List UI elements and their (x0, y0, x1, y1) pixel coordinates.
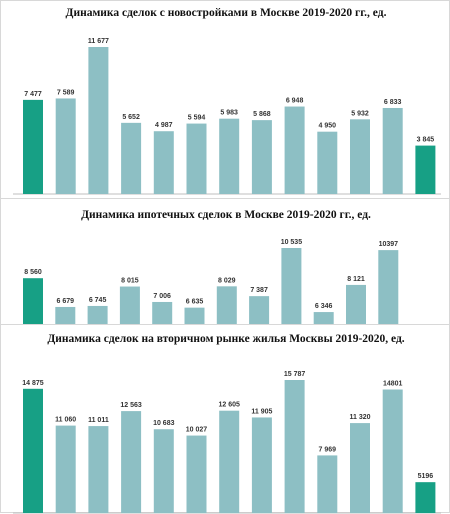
bar-label-new-buildings-10: 5 932 (351, 110, 369, 117)
chart-panel-mortgage: Динамика ипотечных сделок в Москве 2019-… (0, 198, 450, 326)
bar-secondary-9 (317, 455, 338, 513)
bar-mortgage-3 (119, 286, 140, 325)
bar-secondary-4 (153, 429, 174, 513)
bar-new-buildings-4 (153, 131, 174, 194)
bar-mortgage-11 (378, 250, 399, 325)
bar-secondary-10 (350, 423, 370, 513)
bar-label-mortgage-0: 8 560 (24, 269, 42, 276)
bar-new-buildings-0 (23, 99, 43, 194)
bar-label-mortgage-9: 6 346 (315, 303, 333, 310)
bar-label-mortgage-3: 8 015 (121, 278, 139, 285)
bar-mortgage-6 (216, 286, 237, 325)
bar-new-buildings-11 (382, 107, 403, 194)
bar-label-secondary-8: 15 787 (284, 371, 306, 378)
bar-label-new-buildings-4: 4 987 (155, 122, 173, 129)
bar-secondary-2 (88, 426, 109, 513)
bar-label-new-buildings-9: 4 950 (319, 123, 337, 130)
bar-label-secondary-5: 10 027 (186, 427, 208, 434)
bar-new-buildings-3 (121, 122, 142, 194)
chart-panel-new-buildings: Динамика сделок с новостройками в Москве… (0, 0, 450, 200)
bar-mortgage-2 (87, 305, 108, 325)
bar-new-buildings-5 (186, 123, 207, 194)
bar-label-new-buildings-7: 5 868 (253, 111, 271, 118)
bar-label-mortgage-7: 7 387 (250, 287, 268, 294)
bar-mortgage-8 (281, 248, 302, 325)
chart-svg-secondary: 14 875 11 060 11 011 12 563 10 683 10 027 12 6… (13, 371, 441, 514)
bar-label-secondary-10: 11 320 (349, 414, 370, 421)
bar-label-mortgage-1: 6 679 (57, 298, 75, 305)
bar-label-secondary-6: 12 605 (218, 402, 240, 409)
bar-label-secondary-2: 11 011 (88, 417, 109, 424)
bar-new-buildings-12 (415, 145, 436, 194)
bar-label-new-buildings-3: 5 652 (122, 114, 140, 121)
bar-new-buildings-7 (251, 120, 272, 194)
bar-mortgage-5 (184, 307, 205, 325)
bar-label-secondary-12: 5196 (418, 473, 434, 480)
chart-svg-new-buildings: 7 477 7 589 11 677 5 652 4 987 5 594 5 983 5 86… (13, 38, 441, 195)
bar-new-buildings-9 (317, 131, 338, 194)
bar-secondary-8 (284, 380, 305, 513)
bar-mortgage-1 (55, 306, 76, 325)
bar-label-mortgage-11: 10397 (379, 241, 399, 248)
bar-label-new-buildings-2: 11 677 (88, 38, 109, 45)
bar-label-secondary-7: 11 905 (251, 408, 272, 415)
bar-new-buildings-6 (219, 118, 240, 194)
bar-label-new-buildings-1: 7 589 (57, 89, 75, 96)
bar-mortgage-9 (313, 312, 334, 325)
bar-secondary-5 (186, 435, 207, 513)
bar-new-buildings-10 (350, 119, 370, 194)
bar-mortgage-4 (152, 301, 173, 325)
bar-secondary-11 (382, 389, 403, 513)
bar-label-secondary-3: 12 563 (120, 402, 142, 409)
bar-label-secondary-9: 7 969 (319, 446, 337, 453)
bar-label-mortgage-10: 8 121 (347, 276, 365, 283)
bar-label-secondary-0: 14 875 (22, 380, 44, 387)
bar-secondary-7 (251, 417, 272, 513)
bar-label-mortgage-6: 8 029 (218, 277, 236, 284)
chart-title-secondary: Динамика сделок на вторичном рынке жилья… (47, 333, 405, 345)
bar-label-mortgage-4: 7 006 (153, 293, 171, 300)
bar-new-buildings-2 (88, 47, 109, 194)
bar-label-new-buildings-8: 6 948 (286, 98, 304, 105)
bar-label-new-buildings-12: 3 845 (417, 137, 435, 144)
bar-label-new-buildings-6: 5 983 (220, 110, 238, 117)
bar-new-buildings-8 (284, 106, 305, 194)
bar-label-mortgage-5: 6 635 (186, 299, 204, 306)
bar-secondary-0 (23, 388, 43, 513)
chart-title-new-buildings: Динамика сделок с новостройками в Москве… (65, 7, 387, 19)
chart-svg-mortgage: 8 560 6 679 6 745 8 015 7 006 6 635 8 029 7 387… (13, 239, 441, 326)
bar-new-buildings-1 (55, 98, 76, 194)
bar-mortgage-7 (249, 296, 270, 325)
bar-label-secondary-1: 11 060 (55, 417, 76, 424)
bar-secondary-6 (219, 410, 240, 513)
bar-secondary-1 (55, 425, 76, 513)
chart-panel-secondary: Динамика сделок на вторичном рынке жилья… (0, 324, 450, 514)
bar-label-secondary-4: 10 683 (153, 420, 175, 427)
bar-secondary-3 (121, 411, 142, 513)
bar-label-mortgage-8: 10 535 (281, 239, 303, 246)
bar-label-new-buildings-11: 6 833 (384, 99, 402, 106)
bar-secondary-12 (415, 482, 436, 513)
bar-label-new-buildings-0: 7 477 (24, 91, 42, 98)
bar-mortgage-10 (346, 284, 366, 325)
chart-title-mortgage: Динамика ипотечных сделок в Москве 2019-… (81, 209, 371, 221)
bar-label-new-buildings-5: 5 594 (188, 115, 206, 122)
bar-mortgage-0 (23, 278, 43, 325)
bar-label-mortgage-2: 6 745 (89, 297, 107, 304)
bar-label-secondary-11: 14801 (383, 381, 403, 388)
